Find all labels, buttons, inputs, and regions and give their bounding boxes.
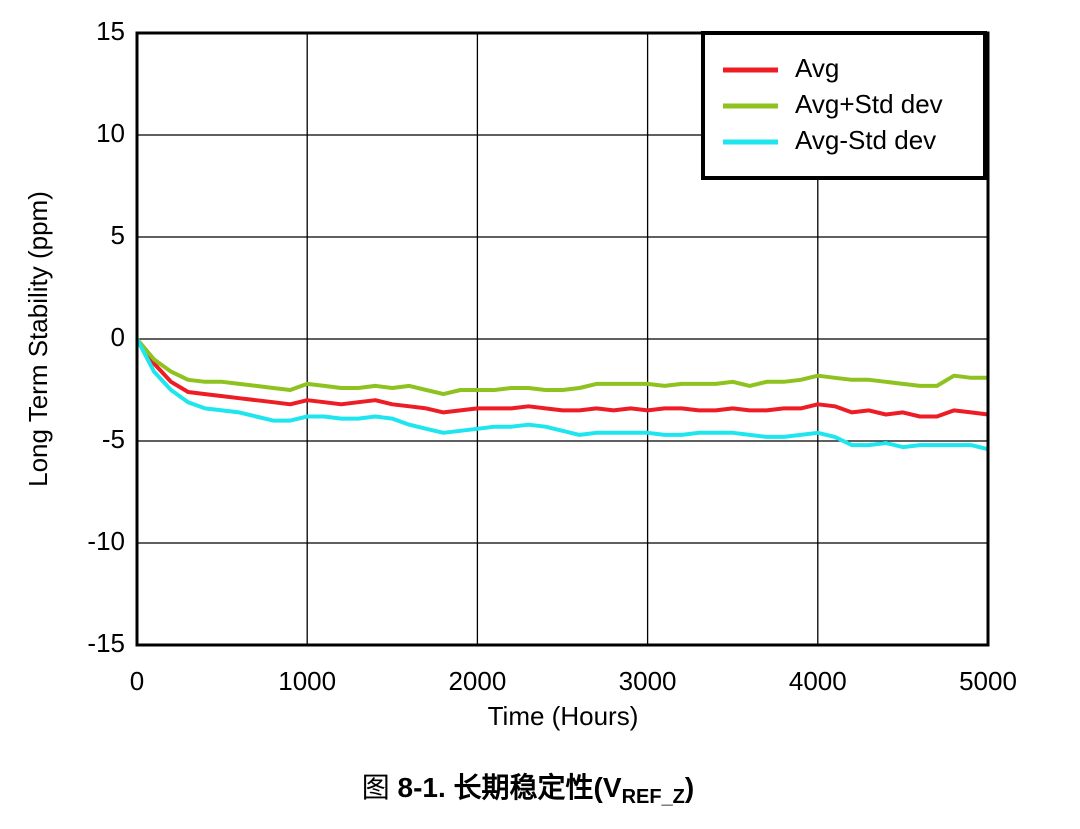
x-tick-label: 5000 (959, 666, 1017, 696)
x-tick-label: 4000 (789, 666, 847, 696)
y-tick-label: 5 (111, 220, 125, 250)
x-tick-label: 3000 (619, 666, 677, 696)
x-axis-label: Time (Hours) (488, 701, 639, 731)
legend-label: Avg-Std dev (795, 125, 936, 155)
x-tick-label: 2000 (448, 666, 506, 696)
y-tick-label: 0 (111, 322, 125, 352)
legend-label: Avg+Std dev (795, 89, 943, 119)
caption-end: ) (685, 772, 694, 803)
legend-label: Avg (795, 53, 839, 83)
y-axis-label: Long Term Stability (ppm) (23, 191, 53, 487)
x-tick-label: 1000 (278, 666, 336, 696)
y-tick-label: 15 (96, 16, 125, 46)
series-line (135, 338, 989, 452)
caption-subscript: REF_Z (622, 786, 685, 808)
caption-prefix: 图 (362, 772, 398, 803)
y-tick-label: -15 (87, 628, 125, 658)
caption: 图 8-1. 长期稳定性(VREF_Z) (362, 771, 694, 808)
plot-frame (135, 31, 990, 647)
caption-text: 8-1. 长期稳定性(V (398, 771, 622, 803)
y-tick-label: -5 (102, 424, 125, 454)
x-tick-label: 0 (130, 666, 144, 696)
y-tick-label: 10 (96, 118, 125, 148)
y-tick-label: -10 (87, 526, 125, 556)
series-line (135, 337, 989, 419)
series-line (135, 337, 988, 397)
